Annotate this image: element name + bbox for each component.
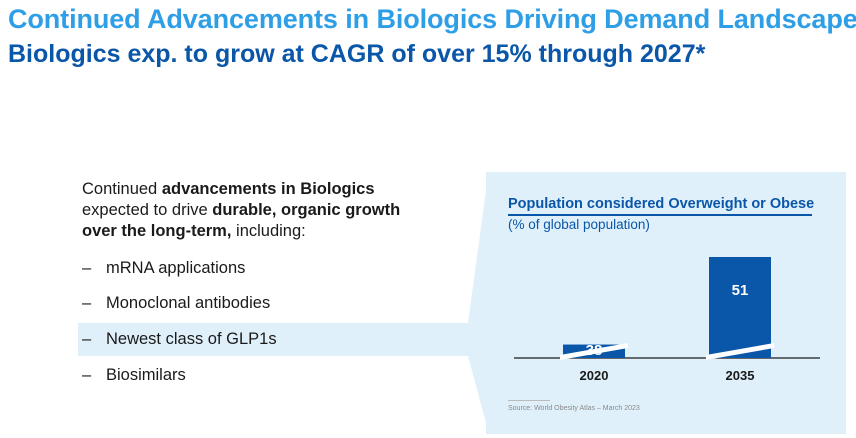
- list-item: – Biosimilars: [82, 366, 186, 384]
- list-item: – Newest class of GLP1s: [82, 330, 277, 348]
- list-item-label: mRNA applications: [106, 259, 246, 277]
- chart-source: Source: World Obesity Atlas – March 2023: [508, 405, 640, 412]
- highlight-row: [78, 323, 468, 356]
- intro-text: Continued advancements in Biologics expe…: [82, 180, 401, 240]
- chart-title-underline: [508, 214, 812, 216]
- data-label: 38: [586, 342, 603, 359]
- page-title: Continued Advancements in Biologics Driv…: [8, 4, 856, 34]
- axis-break-mark: [706, 343, 774, 360]
- list-item-label: Biosimilars: [106, 366, 186, 384]
- data-label: 51: [732, 282, 749, 299]
- axis-break-mark: [560, 343, 628, 360]
- callout-funnel: [468, 176, 488, 430]
- page-subtitle: Biologics exp. to grow at CAGR of over 1…: [8, 40, 706, 68]
- source-divider: [508, 400, 550, 401]
- chart-subtitle: (% of global population): [508, 217, 650, 232]
- chart-panel-background: [486, 172, 846, 434]
- list-item-label: Newest class of GLP1s: [106, 330, 277, 348]
- list-item-label: Monoclonal antibodies: [106, 294, 271, 312]
- list-item: – mRNA applications: [82, 259, 246, 277]
- x-tick-label: 2035: [726, 368, 755, 383]
- bar: [709, 257, 771, 358]
- x-tick-label: 2020: [580, 368, 609, 383]
- chart-title: Population considered Overweight or Obes…: [508, 196, 815, 212]
- list-item: – Monoclonal antibodies: [82, 294, 271, 312]
